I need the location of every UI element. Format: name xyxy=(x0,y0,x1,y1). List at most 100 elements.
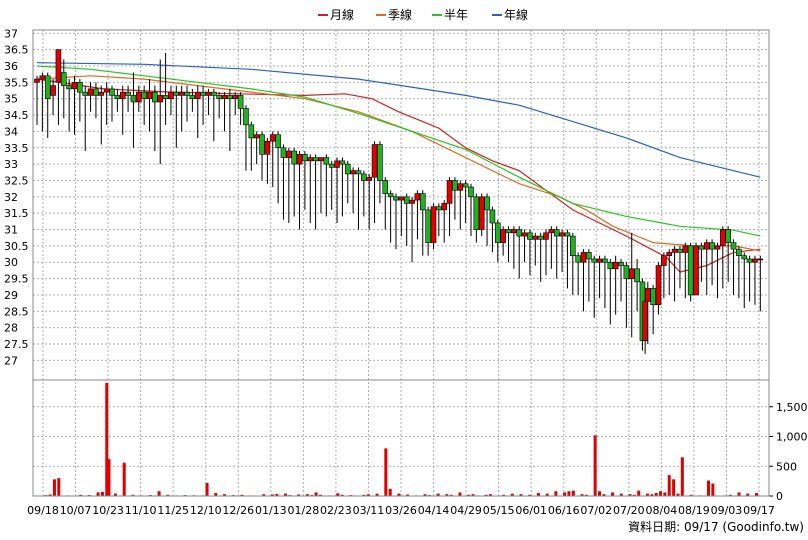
candle xyxy=(580,249,587,312)
candle xyxy=(211,88,217,142)
candle xyxy=(264,137,271,184)
candle-body xyxy=(655,265,662,306)
candle xyxy=(34,75,40,125)
volume-bar xyxy=(602,494,606,496)
candle xyxy=(286,147,292,223)
candle-body xyxy=(393,196,399,201)
candle-body xyxy=(703,242,710,250)
candle xyxy=(221,92,228,132)
candle-body xyxy=(339,160,346,165)
candle xyxy=(318,157,324,214)
price-grid xyxy=(33,30,769,496)
volume-bar xyxy=(746,493,750,496)
candle xyxy=(709,239,715,286)
volume-bar xyxy=(388,488,392,496)
candle xyxy=(157,59,164,165)
candle xyxy=(693,242,699,296)
candle xyxy=(607,258,614,325)
date-tick-label: 07/20 xyxy=(613,504,645,517)
candle-body xyxy=(398,196,405,201)
candle xyxy=(291,147,297,217)
candle-body xyxy=(237,95,244,109)
candle-body xyxy=(757,258,764,261)
volume-bar xyxy=(706,480,710,496)
price-tick-label: 32.5 xyxy=(4,174,29,187)
candle xyxy=(344,160,351,204)
price-tick-label: 36 xyxy=(4,60,18,73)
candle xyxy=(103,82,110,125)
price-tick-label: 34 xyxy=(4,125,18,138)
candle xyxy=(645,281,651,345)
candle xyxy=(82,85,89,152)
candle xyxy=(232,92,239,116)
candle-body xyxy=(612,261,619,270)
candle xyxy=(146,79,153,132)
volume-bar xyxy=(593,435,597,496)
candle-body xyxy=(468,186,474,198)
candle-body xyxy=(114,95,121,99)
candle-body xyxy=(87,88,94,96)
volume-bar xyxy=(580,494,584,496)
series-line-2 xyxy=(36,65,761,237)
price-tick-label: 33 xyxy=(4,158,18,171)
candle-body xyxy=(473,196,480,230)
candle-body xyxy=(119,91,126,99)
candle xyxy=(414,190,421,240)
price-tick-label: 33.5 xyxy=(4,142,29,155)
candle xyxy=(602,255,608,309)
candle-body xyxy=(478,196,485,230)
date-tick-label: 11/10 xyxy=(125,504,157,517)
date-tick-label: 01/28 xyxy=(288,504,320,517)
candle-body xyxy=(162,95,169,99)
date-tick-label: 08/04 xyxy=(646,504,678,517)
volume-bar xyxy=(471,494,475,496)
candle-body xyxy=(194,91,201,99)
candle xyxy=(720,226,726,289)
candle-body xyxy=(511,229,517,234)
candle-body xyxy=(77,82,83,93)
candle-body xyxy=(516,229,523,237)
candle xyxy=(77,79,83,122)
volume-bar xyxy=(488,494,492,496)
candle-body xyxy=(307,157,314,162)
candle-body xyxy=(618,261,624,266)
candle-body xyxy=(527,232,533,240)
candle xyxy=(623,262,630,328)
series-line-0 xyxy=(36,78,761,273)
candle-body xyxy=(328,163,335,168)
candle-body xyxy=(66,85,72,90)
volume-bar xyxy=(314,492,318,496)
candle xyxy=(355,167,362,230)
candle-body xyxy=(457,183,464,191)
price-tick-label: 35 xyxy=(4,93,18,106)
price-tick-label: 29 xyxy=(4,289,18,302)
volume-bar xyxy=(611,492,615,496)
volume-bar xyxy=(105,382,109,496)
candle xyxy=(227,88,233,152)
volume-bar xyxy=(680,457,684,496)
candle-body xyxy=(698,245,705,250)
date-tick-label: 12/10 xyxy=(190,504,222,517)
candle-body xyxy=(452,180,458,191)
candle-body xyxy=(344,163,351,175)
candle xyxy=(162,52,169,125)
candle xyxy=(328,160,335,210)
candle-body xyxy=(205,91,212,96)
candle-body xyxy=(227,95,233,99)
candle-body xyxy=(168,91,174,99)
candle-body xyxy=(628,268,635,279)
candle-body xyxy=(189,95,196,99)
candle xyxy=(366,173,372,230)
candle-body xyxy=(387,193,394,198)
volume-tick-label: 500 xyxy=(776,460,797,473)
candle xyxy=(446,177,453,237)
candle-body xyxy=(543,232,549,240)
volume-bar xyxy=(100,491,104,496)
candle-body xyxy=(666,252,673,257)
candle xyxy=(586,249,592,302)
candle xyxy=(114,88,121,112)
candle xyxy=(757,255,764,312)
candle-body xyxy=(489,209,496,224)
candle-body xyxy=(355,170,362,175)
date-tick-label: 09/17 xyxy=(743,504,775,517)
